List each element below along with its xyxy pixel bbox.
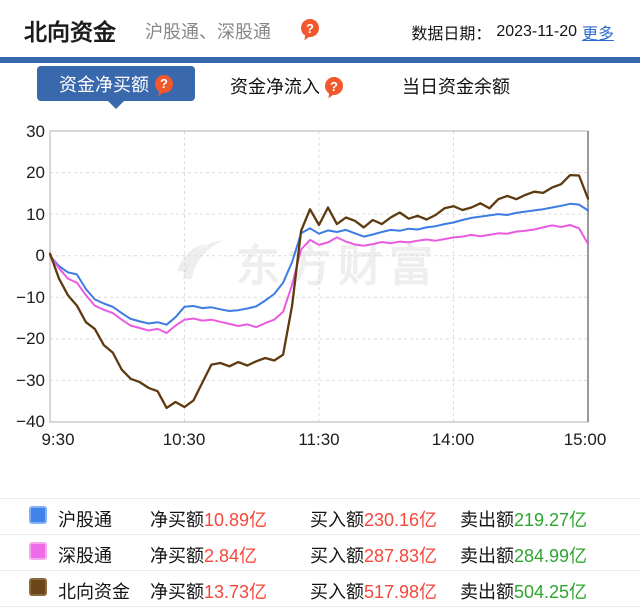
series-name: 沪股通: [58, 510, 112, 530]
sell-stat: 卖出额219.27亿: [460, 506, 587, 532]
y-tick: 0: [35, 246, 45, 265]
stat-label: 净买额: [150, 510, 204, 530]
series-line-shengutong: [49, 224, 589, 334]
stat-value: 230.16亿: [364, 510, 438, 530]
x-tick: 14:00: [431, 430, 475, 449]
buy-stat: 买入额287.83亿: [310, 542, 437, 568]
y-tick: 30: [26, 122, 45, 141]
y-tick: −10: [16, 288, 45, 307]
help-icon-glyph: ?: [306, 20, 314, 36]
legend-row-hugutong: 沪股通 净买额10.89亿 买入额230.16亿 卖出额219.27亿: [0, 499, 640, 535]
stat-value: 13.73亿: [204, 582, 268, 602]
data-date-row: 数据日期： 2023-11-20 更多: [411, 20, 614, 44]
x-tick: 10:30: [162, 430, 206, 449]
stat-label: 净买额: [150, 582, 204, 602]
series-name: 深股通: [58, 546, 112, 566]
series-swatch-shengutong: [29, 542, 47, 560]
help-icon[interactable]: ?: [301, 19, 319, 37]
sell-stat: 卖出额504.25亿: [460, 578, 587, 604]
net-buy-stat: 净买额10.89亿: [150, 506, 267, 532]
x-tick: 15:00: [563, 430, 607, 449]
page-title: 北向资金: [24, 19, 116, 45]
y-tick: −40: [16, 412, 45, 431]
help-icon-glyph: ?: [160, 76, 168, 91]
y-tick: −30: [16, 371, 45, 390]
tab-daily-balance-label: 当日资金余额: [402, 77, 510, 97]
stat-label: 买入额: [310, 510, 364, 530]
net-buy-stat: 净买额13.73亿: [150, 578, 267, 604]
stat-value: 287.83亿: [364, 546, 438, 566]
help-icon[interactable]: ?: [155, 74, 173, 93]
chart-area: 东方财富 30 20 10 0 −10 −20 −30 −40 9:30 10:…: [0, 112, 640, 458]
stat-value: 2.84亿: [204, 546, 258, 566]
tab-net-buy-amount[interactable]: 资金净买额 ?: [37, 66, 195, 109]
series-line-beixiangzijin: [48, 173, 590, 410]
series-line-hugutong: [49, 202, 589, 326]
stat-label: 卖出额: [460, 582, 514, 602]
buy-stat: 买入额230.16亿: [310, 506, 437, 532]
net-buy-stat: 净买额2.84亿: [150, 542, 257, 568]
x-tick: 11:30: [298, 430, 340, 449]
stat-value: 504.25亿: [514, 582, 588, 602]
tab-net-buy-amount-label: 资金净买额: [59, 74, 149, 95]
header: 北向资金 沪股通、深股通 ? 数据日期： 2023-11-20 更多: [0, 0, 640, 57]
series-name: 北向资金: [58, 582, 130, 602]
legend-row-beixiangzijin: 北向资金 净买额13.73亿 买入额517.98亿 卖出额504.25亿: [0, 571, 640, 607]
y-tick: −20: [16, 329, 45, 348]
page-subtitle: 沪股通、深股通: [145, 22, 271, 42]
legend-table: 沪股通 净买额10.89亿 买入额230.16亿 卖出额219.27亿 深股通 …: [0, 498, 640, 607]
stat-value: 284.99亿: [514, 546, 588, 566]
series-swatch-hugutong: [29, 506, 47, 524]
data-date-label: 数据日期：: [411, 26, 492, 43]
data-date-value: 2023-11-20: [496, 23, 577, 40]
stat-value: 517.98亿: [364, 582, 438, 602]
series-swatch-beixiangzijin: [29, 578, 47, 596]
more-link[interactable]: 更多: [581, 26, 614, 43]
stat-label: 净买额: [150, 546, 204, 566]
stat-value: 219.27亿: [514, 510, 588, 530]
tab-net-inflow-label: 资金净流入: [230, 77, 320, 97]
stat-value: 10.89亿: [204, 510, 268, 530]
legend-row-shengutong: 深股通 净买额2.84亿 买入额287.83亿 卖出额284.99亿: [0, 535, 640, 571]
stat-label: 买入额: [310, 582, 364, 602]
y-tick: 10: [26, 205, 45, 224]
buy-stat: 买入额517.98亿: [310, 578, 437, 604]
tab-daily-balance[interactable]: 当日资金余额: [402, 73, 510, 99]
stat-label: 卖出额: [460, 510, 514, 530]
stat-label: 卖出额: [460, 546, 514, 566]
help-icon[interactable]: ?: [325, 77, 343, 95]
chart-plot: [48, 130, 590, 423]
stat-label: 买入额: [310, 546, 364, 566]
tab-bar: 资金净买额 ? 资金净流入 ? 当日资金余额: [0, 63, 640, 112]
sell-stat: 卖出额284.99亿: [460, 542, 587, 568]
help-icon-glyph: ?: [330, 78, 338, 94]
accent-bar: [0, 57, 640, 63]
tab-net-inflow[interactable]: 资金净流入 ?: [230, 73, 343, 99]
x-tick: 9:30: [41, 430, 75, 449]
y-tick: 20: [26, 163, 45, 182]
